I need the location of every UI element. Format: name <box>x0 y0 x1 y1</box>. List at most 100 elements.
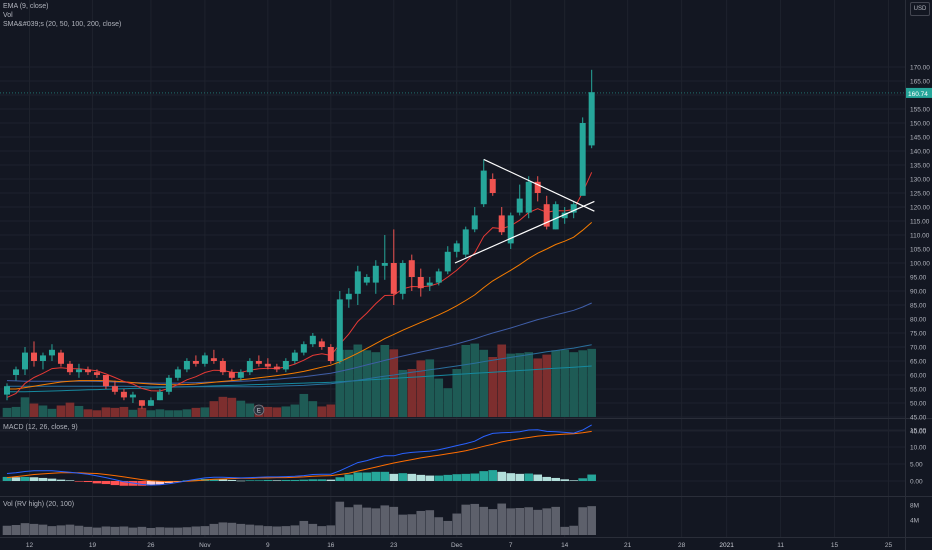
volume-bar <box>335 349 345 417</box>
rv-volume-bar <box>371 508 381 535</box>
rv-volume-bar <box>83 526 93 535</box>
candle-body <box>498 215 505 233</box>
rv-volume-bar <box>254 525 264 535</box>
candle-body <box>570 204 577 213</box>
last-price-tag <box>906 87 932 98</box>
time-axis-label: 26 <box>147 542 155 549</box>
candle-body <box>192 361 199 364</box>
event-marker-label: E <box>257 408 261 414</box>
volume-bar <box>263 406 273 417</box>
macd-histogram-bar <box>137 481 147 486</box>
volume-bar <box>209 401 219 417</box>
rv-volume-bar <box>299 520 309 535</box>
time-axis-label: 14 <box>561 542 569 549</box>
macd-histogram-bar <box>497 471 507 481</box>
macd-histogram-bar <box>119 481 129 486</box>
rv-volume-bar <box>38 524 48 535</box>
price-axis-label: 65.00 <box>910 358 927 365</box>
price-axis-label: 80.00 <box>910 316 927 323</box>
macd-histogram-bar <box>146 481 156 486</box>
candle-body <box>273 366 280 370</box>
volume-bar <box>308 401 318 417</box>
rv-volume-bar <box>155 527 165 535</box>
legend-sma[interactable]: SMA&#039;s (20, 50, 100, 200, close) <box>3 21 122 28</box>
legend-ema[interactable]: EMA (9, close) <box>3 3 49 10</box>
macd-histogram-bar <box>425 475 435 481</box>
time-axis-label: 21 <box>624 542 632 549</box>
rv-volume-bar <box>11 525 21 535</box>
macd-histogram-bar <box>218 479 228 481</box>
price-axis-label: 45.00 <box>910 414 927 421</box>
rv-volume-bar <box>128 527 138 535</box>
legend-macd[interactable]: MACD (12, 26, close, 9) <box>3 424 78 431</box>
candle-body <box>417 277 424 289</box>
rv-volume-bar <box>344 507 354 535</box>
rv-volume-bar <box>236 523 246 535</box>
legend-vol[interactable]: Vol <box>3 12 13 19</box>
rv-volume-bar <box>416 510 426 535</box>
candle-body <box>84 369 91 373</box>
candle-body <box>399 263 406 294</box>
volume-bar <box>65 402 75 417</box>
macd-histogram-bar <box>290 479 300 481</box>
price-axis-label: 85.00 <box>910 302 927 309</box>
rv-volume-bar <box>533 509 543 535</box>
volume-bar <box>155 409 165 417</box>
legend-rvol[interactable]: Vol (RV high) (20, 100) <box>3 501 75 508</box>
volume-bar <box>47 408 57 417</box>
time-axis-label: 12 <box>26 542 34 549</box>
candle-body <box>264 363 271 367</box>
macd-histogram-bar <box>92 481 102 484</box>
rv-volume-bar <box>335 501 345 535</box>
volume-bar <box>515 353 525 417</box>
macd-signal-line <box>6 430 592 483</box>
currency-badge[interactable]: USD <box>910 2 930 16</box>
volume-bar <box>344 349 354 417</box>
rv-volume-bar <box>2 525 12 535</box>
candle-body <box>210 358 217 361</box>
volume-bar <box>533 358 543 417</box>
macd-histogram-bar <box>20 476 30 481</box>
candle-body <box>534 181 541 193</box>
price-axis-label: 135.00 <box>910 162 930 169</box>
volume-bar <box>2 407 12 417</box>
ema9-line <box>6 172 593 398</box>
rv-volume-bar <box>101 526 111 535</box>
volume-bar <box>362 350 372 417</box>
volume-bar <box>524 352 534 417</box>
rv-volume-bar <box>569 525 578 535</box>
rv-volume-bar <box>65 524 75 535</box>
rv-volume-bar <box>263 526 273 535</box>
candle-body <box>309 335 316 345</box>
price-axis-label: 120.00 <box>910 204 930 211</box>
candle-body <box>327 347 334 361</box>
macd-histogram-bar <box>335 477 345 481</box>
candle-body <box>57 352 64 364</box>
rv-volume-bar <box>308 523 318 535</box>
rv-volume-bar <box>317 526 327 535</box>
price-axis-label: 170.00 <box>910 64 930 71</box>
macd-histogram-bar <box>362 472 372 481</box>
rv-volume-bar <box>443 520 453 535</box>
candle-body <box>435 271 442 283</box>
rv-volume-bar <box>398 514 408 535</box>
rv-volume-bar <box>488 509 498 535</box>
rv-volume-bar <box>434 517 444 535</box>
time-axis-label: 11 <box>777 542 784 549</box>
candle-body <box>237 372 244 378</box>
volume-bar <box>479 349 489 417</box>
time-axis-label: 7 <box>509 542 513 549</box>
volume-bar <box>290 404 300 417</box>
macd-histogram-bar <box>371 471 381 481</box>
macd-histogram-bar <box>281 479 291 481</box>
volume-bar <box>56 405 66 417</box>
time-axis-label: 16 <box>327 542 335 549</box>
volume-bar <box>497 344 507 417</box>
volume-bar <box>443 388 453 417</box>
price-axis-label: 125.00 <box>910 190 930 197</box>
macd-histogram-bar <box>479 471 489 481</box>
volume-bar <box>425 359 435 417</box>
macd-histogram-bar <box>263 479 273 481</box>
